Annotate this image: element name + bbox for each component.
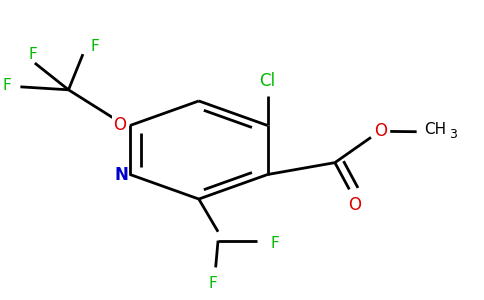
Text: O: O [374, 122, 387, 140]
Text: F: F [2, 78, 11, 93]
Text: 3: 3 [449, 128, 457, 141]
Text: F: F [28, 46, 37, 62]
Text: F: F [271, 236, 279, 250]
Text: F: F [209, 276, 218, 291]
Text: Cl: Cl [259, 73, 275, 91]
Text: F: F [91, 39, 99, 54]
Text: O: O [348, 196, 361, 214]
Text: N: N [115, 166, 128, 184]
Text: CH: CH [424, 122, 446, 137]
Text: O: O [113, 116, 126, 134]
